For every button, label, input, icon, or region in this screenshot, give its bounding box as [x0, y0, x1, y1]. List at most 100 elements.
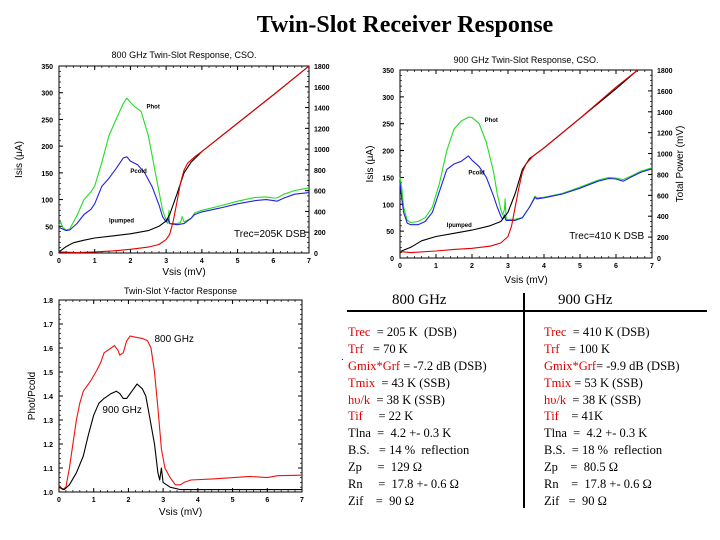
y-tick-label: 1.7 — [43, 322, 53, 329]
param-label: Gmix*Grf — [544, 358, 597, 373]
annotation-label: Phot — [147, 105, 160, 111]
y-tick-label: 250 — [41, 117, 53, 124]
x-axis-title: Vsis (mV) — [162, 267, 205, 278]
y-tick-label: 1.5 — [43, 370, 53, 377]
series-line-pcold — [399, 155, 653, 226]
y-tick-label: 1.8 — [43, 298, 53, 305]
y2-tick-label: 1000 — [657, 152, 673, 159]
parameters-table: 800 GHz 900 GHz . Trec = 205 K (DSB) Trf … — [340, 290, 720, 520]
y-tick-label: 300 — [382, 95, 394, 102]
param-row: Tif = 41K — [544, 408, 680, 425]
y-tick-label: 50 — [386, 229, 394, 236]
y2-tick-label: 800 — [314, 168, 326, 175]
y2-tick-label: 600 — [657, 193, 669, 200]
x-tick-label: 3 — [161, 497, 165, 504]
series-line-800-ghz — [58, 335, 303, 491]
param-row: Tif = 22 K — [348, 408, 487, 425]
y2-tick-label: 1800 — [314, 64, 330, 71]
param-value: = 14 % reflection — [369, 443, 470, 458]
param-row: Zif = 90 Ω — [544, 493, 680, 510]
y2-tick-label: 1600 — [314, 85, 330, 92]
param-value: = 410 K (DSB) — [566, 325, 650, 339]
param-label: Tmix — [348, 375, 376, 390]
y2-tick-label: 600 — [314, 189, 326, 196]
y2-tick-label: 1800 — [657, 68, 673, 75]
param-row: Zp = 80.5 Ω — [544, 459, 680, 476]
column-header-800ghz: 800 GHz — [392, 292, 447, 308]
param-row: Trec = 205 K (DSB) — [348, 324, 487, 341]
param-row: Zp = 129 Ω — [348, 459, 487, 476]
x-tick-label: 0 — [398, 263, 402, 270]
param-row: B.S. = 18 % reflection — [544, 442, 680, 459]
param-label: Trf — [348, 341, 364, 356]
param-label: Tlna — [348, 426, 371, 441]
param-row: hυ/k = 38 K (SSB) — [348, 392, 487, 409]
x-tick-label: 6 — [265, 497, 269, 504]
series-line-pcold — [58, 156, 310, 232]
param-row: Rn = 17.8 +- 0.6 Ω — [544, 476, 680, 493]
y2-tick-label: 400 — [657, 214, 669, 221]
param-label: Zif — [544, 493, 560, 508]
param-label: Zif — [348, 493, 364, 508]
y-tick-label: 150 — [382, 175, 394, 182]
param-value: = 38 K (SSB) — [370, 392, 445, 407]
y2-tick-label: 0 — [657, 256, 661, 263]
y2-tick-label: 1400 — [314, 106, 330, 113]
annotation-label: Phot — [485, 118, 498, 124]
plot-frame — [58, 299, 303, 493]
param-label: Trec — [544, 325, 567, 339]
y-tick-label: 0 — [49, 251, 53, 258]
x-tick-label: 2 — [470, 263, 474, 270]
param-value: = 90 Ω — [559, 493, 607, 508]
param-label: Gmix*Grf — [348, 358, 401, 373]
param-row: Tmix = 43 K (SSB) — [348, 375, 487, 392]
y-tick-label: 100 — [382, 202, 394, 209]
param-row: Gmix*Grf = -7.2 dB (DSB) — [348, 358, 487, 375]
x-tick-label: 3 — [164, 258, 168, 265]
y2-tick-label: 1200 — [657, 131, 673, 138]
param-value: = 129 Ω — [361, 460, 422, 475]
x-tick-label: 2 — [126, 497, 130, 504]
param-label: hυ/k — [544, 392, 567, 407]
param-label: Rn — [544, 477, 559, 492]
param-value: = 90 Ω — [363, 493, 414, 508]
x-tick-label: 7 — [300, 497, 304, 504]
column-divider — [523, 293, 525, 508]
param-value: = 41K — [558, 409, 604, 424]
y-tick-label: 200 — [382, 149, 394, 156]
param-label: Tif — [348, 409, 363, 424]
x-tick-label: 3 — [506, 263, 510, 270]
series-line-dc-iv — [399, 69, 638, 254]
param-label: Tif — [544, 409, 559, 424]
page-title: Twin-Slot Receiver Response — [256, 12, 554, 38]
param-value: = 43 K (SSB) — [375, 375, 450, 390]
header-divider — [347, 310, 707, 312]
y2-tick-label: 200 — [314, 230, 326, 237]
annotation-label: Pcold — [468, 171, 485, 177]
chart-title: 900 GHz Twin-Slot Response, CSO. — [454, 55, 599, 65]
param-label: Rn — [348, 477, 363, 492]
x-tick-label: 4 — [196, 497, 200, 504]
chart-title: 800 GHz Twin-Slot Response, CSO. — [112, 50, 257, 60]
annotation-label: 900 GHz — [102, 405, 141, 416]
y2-tick-label: 400 — [314, 209, 326, 216]
param-row: hυ/k = 38 K (SSB) — [544, 392, 680, 409]
column-header-900ghz: 900 GHz — [558, 292, 613, 308]
column-800ghz: Trec = 205 K (DSB) Trf = 70 K Gmix*Grf = -… — [348, 324, 487, 510]
y-tick-label: 50 — [45, 224, 53, 231]
y-tick-label: 150 — [41, 171, 53, 178]
param-row: Tlna = 4.2 +- 0.3 K — [348, 425, 487, 442]
series-line-phot — [399, 116, 653, 224]
x-tick-label: 6 — [271, 258, 275, 265]
param-label: Tlna — [544, 426, 567, 441]
x-tick-label: 0 — [57, 497, 61, 504]
y-axis-title: Phot/Pcold — [27, 372, 38, 420]
param-row: Trec = 410 K (DSB) — [544, 324, 680, 341]
param-value: = -7.2 dB (DSB) — [400, 358, 487, 373]
x-tick-label: 6 — [614, 263, 618, 270]
param-row: Tlna = 4.2 +- 0.3 K — [544, 425, 680, 442]
param-value: = 22 K — [362, 409, 414, 424]
